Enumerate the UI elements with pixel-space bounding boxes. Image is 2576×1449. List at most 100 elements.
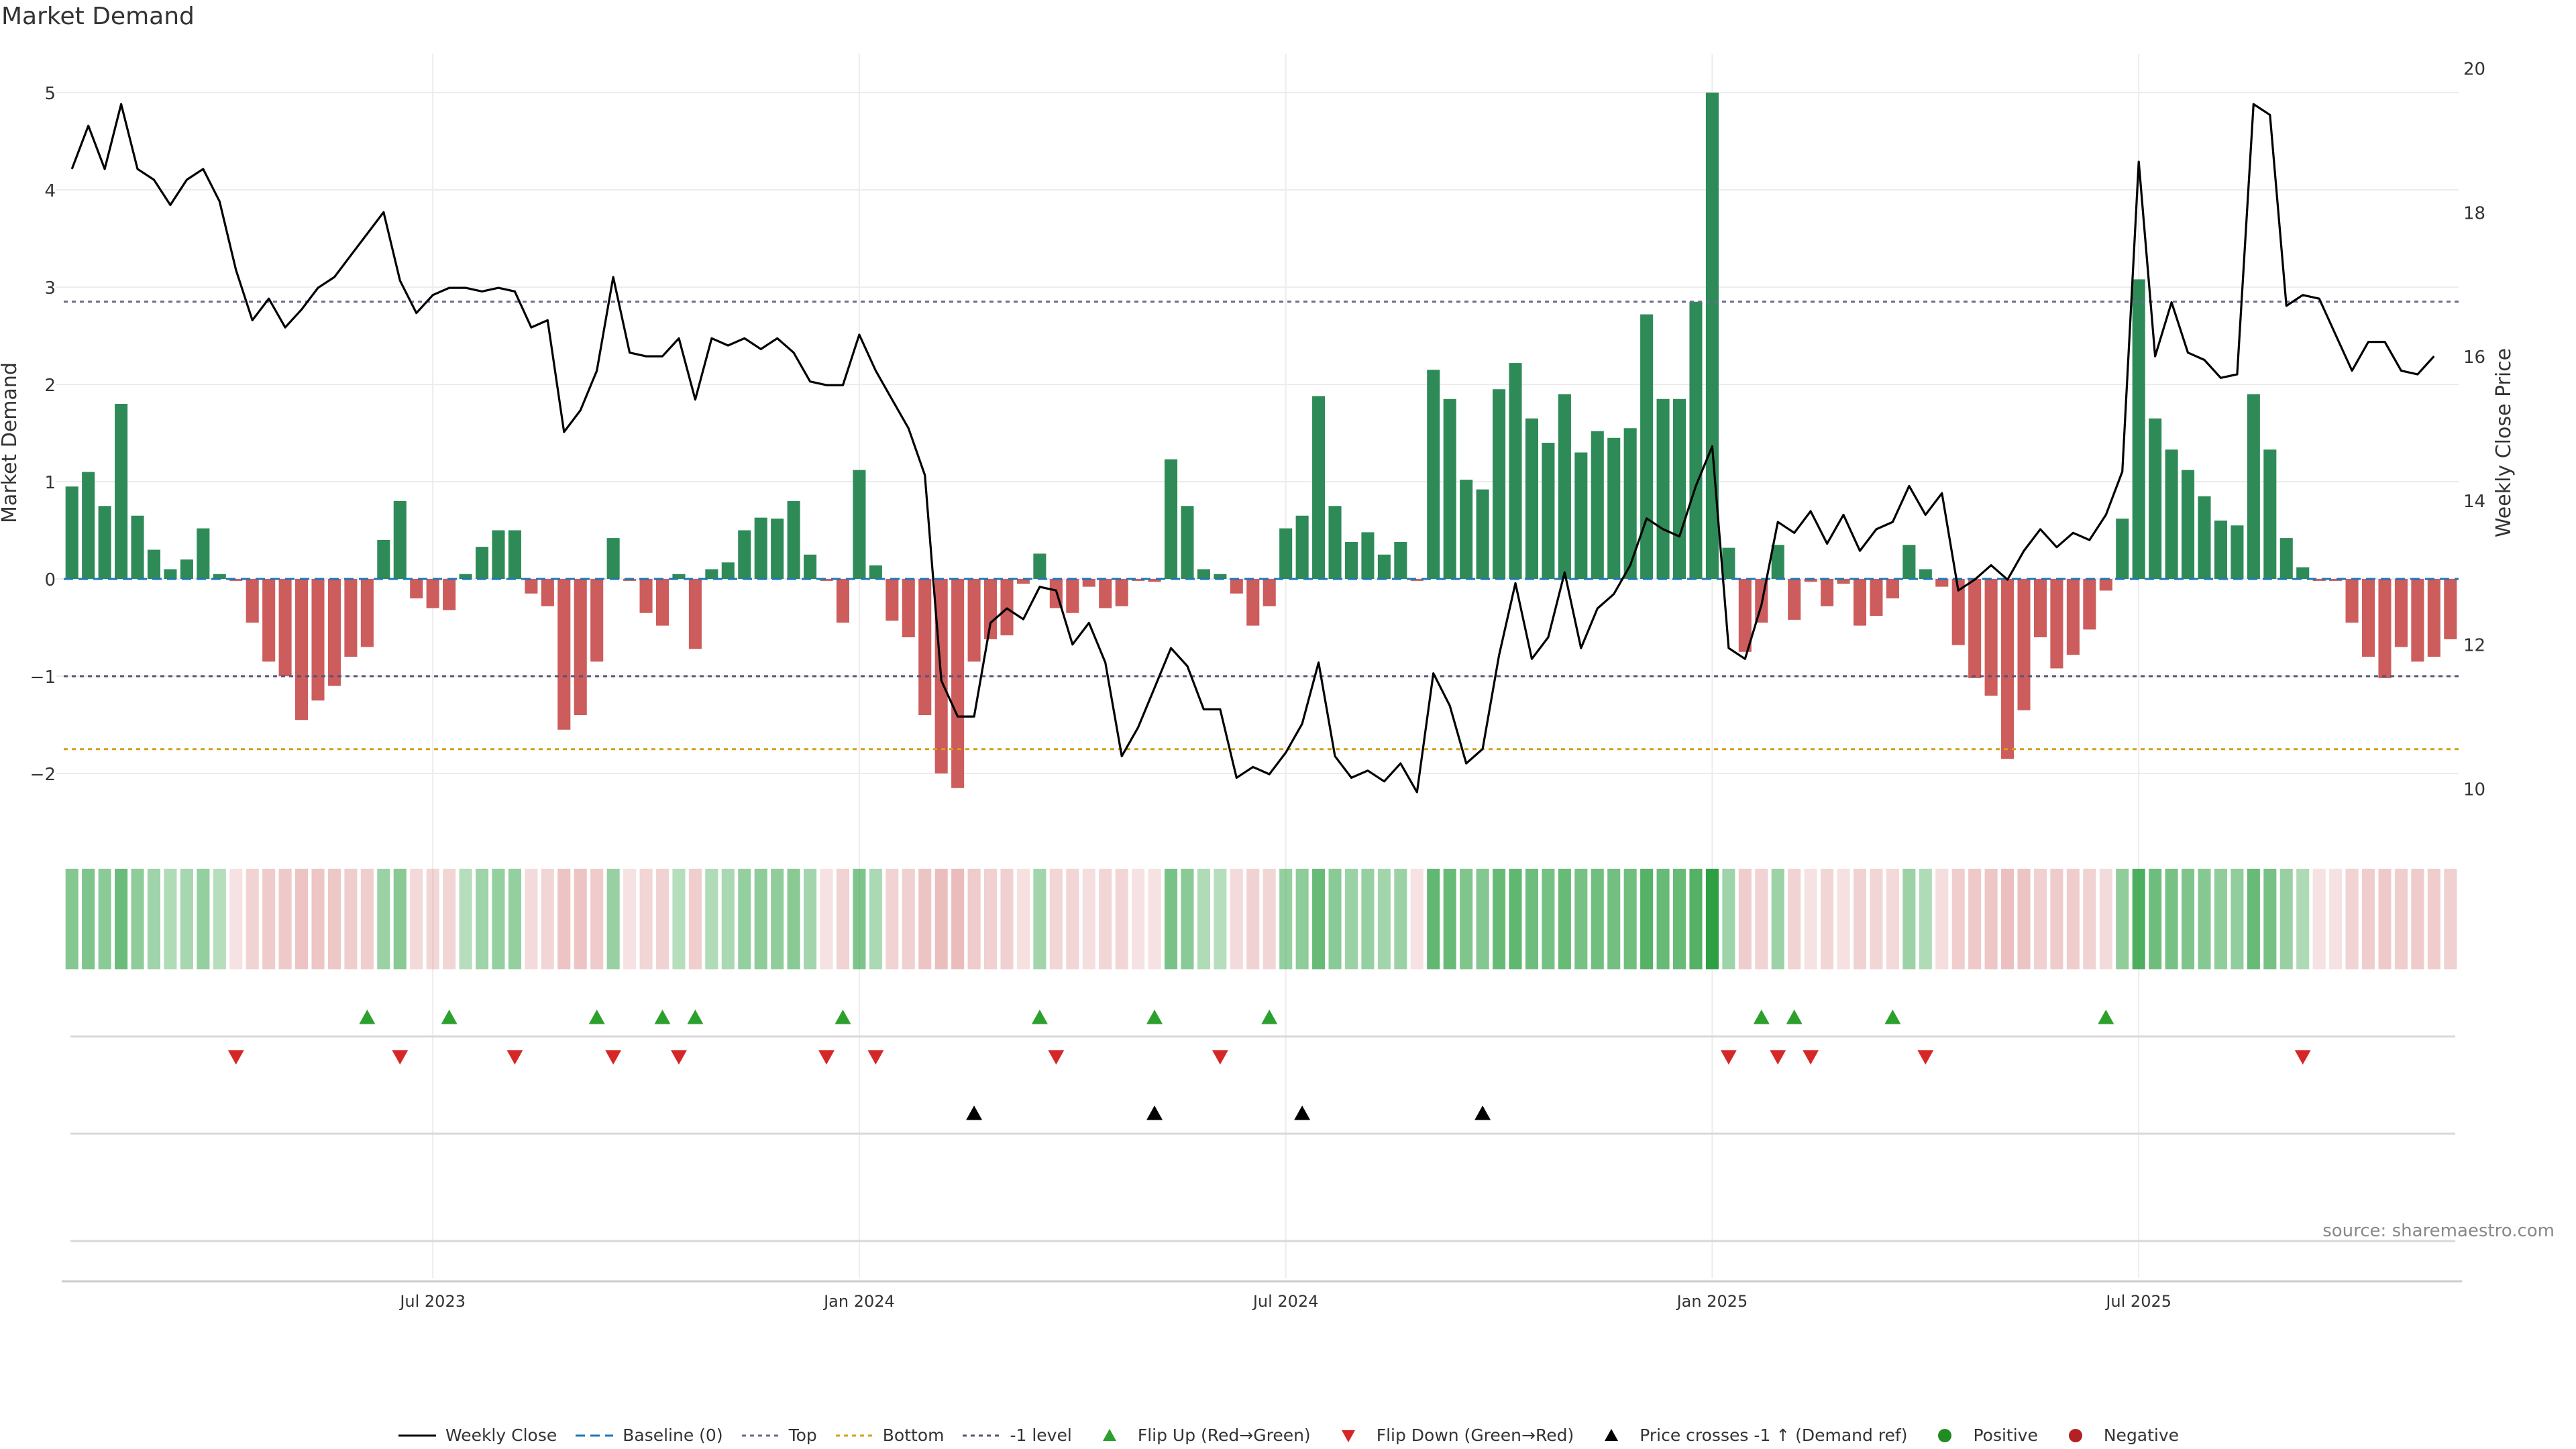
heat-cell <box>1214 869 1227 969</box>
demand-bar <box>2050 579 2063 669</box>
legend-item: Negative <box>2055 1426 2179 1445</box>
demand-bar <box>1460 480 1473 579</box>
heat-cell <box>820 869 833 969</box>
demand-bar <box>459 574 472 579</box>
demand-bar <box>1164 459 1178 579</box>
flip-up-marker <box>1261 1010 1278 1024</box>
heat-cell <box>2312 869 2326 969</box>
heat-cell <box>1837 869 1850 969</box>
heat-cell <box>1870 869 1883 969</box>
heat-cell <box>65 869 78 969</box>
heat-cell <box>1935 869 1949 969</box>
legend-swatch <box>2068 1428 2082 1442</box>
demand-bar <box>492 530 505 579</box>
heat-cell <box>688 869 702 969</box>
demand-bar <box>2247 394 2260 579</box>
heat-cell <box>2378 869 2392 969</box>
demand-bar <box>393 501 407 579</box>
weekly-close-line <box>70 103 2435 794</box>
demand-heatstrip <box>65 869 2457 969</box>
legend-label: Baseline (0) <box>623 1426 723 1445</box>
heat-cell <box>2394 869 2408 969</box>
x-tick-label: Jan 2025 <box>1676 1292 1748 1311</box>
demand-bar <box>820 579 833 581</box>
heat-cell <box>278 869 292 969</box>
heat-cell <box>147 869 161 969</box>
demand-bar <box>1886 579 1899 598</box>
heat-cell <box>705 869 718 969</box>
demand-bar <box>738 530 751 579</box>
heat-cell <box>639 869 653 969</box>
legend-item: Flip Up (Red→Green) <box>1089 1426 1311 1445</box>
demand-bar <box>754 517 767 579</box>
demand-bar <box>1016 579 1030 584</box>
heat-cell <box>787 869 800 969</box>
demand-bar <box>1066 579 1079 613</box>
heat-cell <box>1722 869 1735 969</box>
demand-bar <box>2198 496 2211 579</box>
legend-swatch <box>963 1434 1001 1436</box>
demand-bar <box>2296 567 2310 579</box>
price-cross-marker <box>966 1106 983 1120</box>
heat-cell <box>311 869 325 969</box>
demand-bar <box>246 579 259 623</box>
demand-bar <box>213 574 226 579</box>
demand-bar <box>787 501 800 579</box>
demand-bar <box>1558 394 1571 579</box>
y-tick-label: 5 <box>44 84 56 104</box>
x-tick-label: Jul 2023 <box>398 1292 466 1311</box>
y2-axis-ticks: 20 18 16 14 12 10 <box>2463 59 2485 800</box>
heat-cell <box>410 869 423 969</box>
heat-cell <box>951 869 965 969</box>
flip-down-marker <box>867 1050 884 1065</box>
heat-cell <box>98 869 111 969</box>
demand-bar <box>1525 418 1538 579</box>
heat-cell <box>2214 869 2227 969</box>
demand-bar <box>2083 579 2096 630</box>
heat-cell <box>1115 869 1128 969</box>
swatch-marker <box>1605 1428 1619 1441</box>
demand-bar <box>1082 579 1095 587</box>
heat-cell <box>1558 869 1571 969</box>
demand-bar <box>1656 398 1670 579</box>
demand-bar <box>574 579 587 715</box>
heat-cell <box>1705 869 1719 969</box>
heat-cell <box>1591 869 1604 969</box>
x-axis-ticks: Jul 2023 Jan 2024 Jul 2024 Jan 2025 Jul 2025 <box>398 1292 2171 1311</box>
heat-cell <box>1312 869 1326 969</box>
demand-bar <box>2312 579 2326 581</box>
demand-bar <box>2116 519 2129 579</box>
heat-cell <box>2345 869 2359 969</box>
flip-up-marker <box>2098 1010 2114 1024</box>
heat-cell <box>738 869 751 969</box>
heat-cell <box>1246 869 1260 969</box>
heat-cell <box>836 869 850 969</box>
legend-swatch <box>1341 1430 1355 1442</box>
demand-bar <box>688 579 702 649</box>
heat-cell <box>229 869 243 969</box>
demand-bar <box>344 579 358 657</box>
heat-cell <box>1148 869 1161 969</box>
demand-bar <box>1295 515 1309 579</box>
y2-tick-label: 18 <box>2463 203 2485 223</box>
flip-up-marker <box>588 1010 605 1024</box>
demand-bar <box>229 579 243 581</box>
demand-bar <box>1837 579 1850 584</box>
demand-bar <box>869 565 882 579</box>
demand-bar <box>1493 389 1506 579</box>
heat-cell <box>2296 869 2310 969</box>
demand-bar <box>1279 528 1293 579</box>
demand-bar <box>639 579 653 613</box>
demand-bar <box>557 579 571 730</box>
legend-swatch <box>1938 1428 1952 1442</box>
demand-bar <box>1935 579 1949 587</box>
demand-bar <box>1574 452 1588 579</box>
heat-cell <box>2361 869 2375 969</box>
flip-up-marker <box>687 1010 704 1024</box>
flip-up-marker <box>1786 1010 1803 1024</box>
demand-bar <box>1377 554 1391 579</box>
y-tick-label: 1 <box>44 473 56 493</box>
demand-bar <box>327 579 341 686</box>
heat-cell <box>869 869 882 969</box>
heat-cell <box>1033 869 1046 969</box>
